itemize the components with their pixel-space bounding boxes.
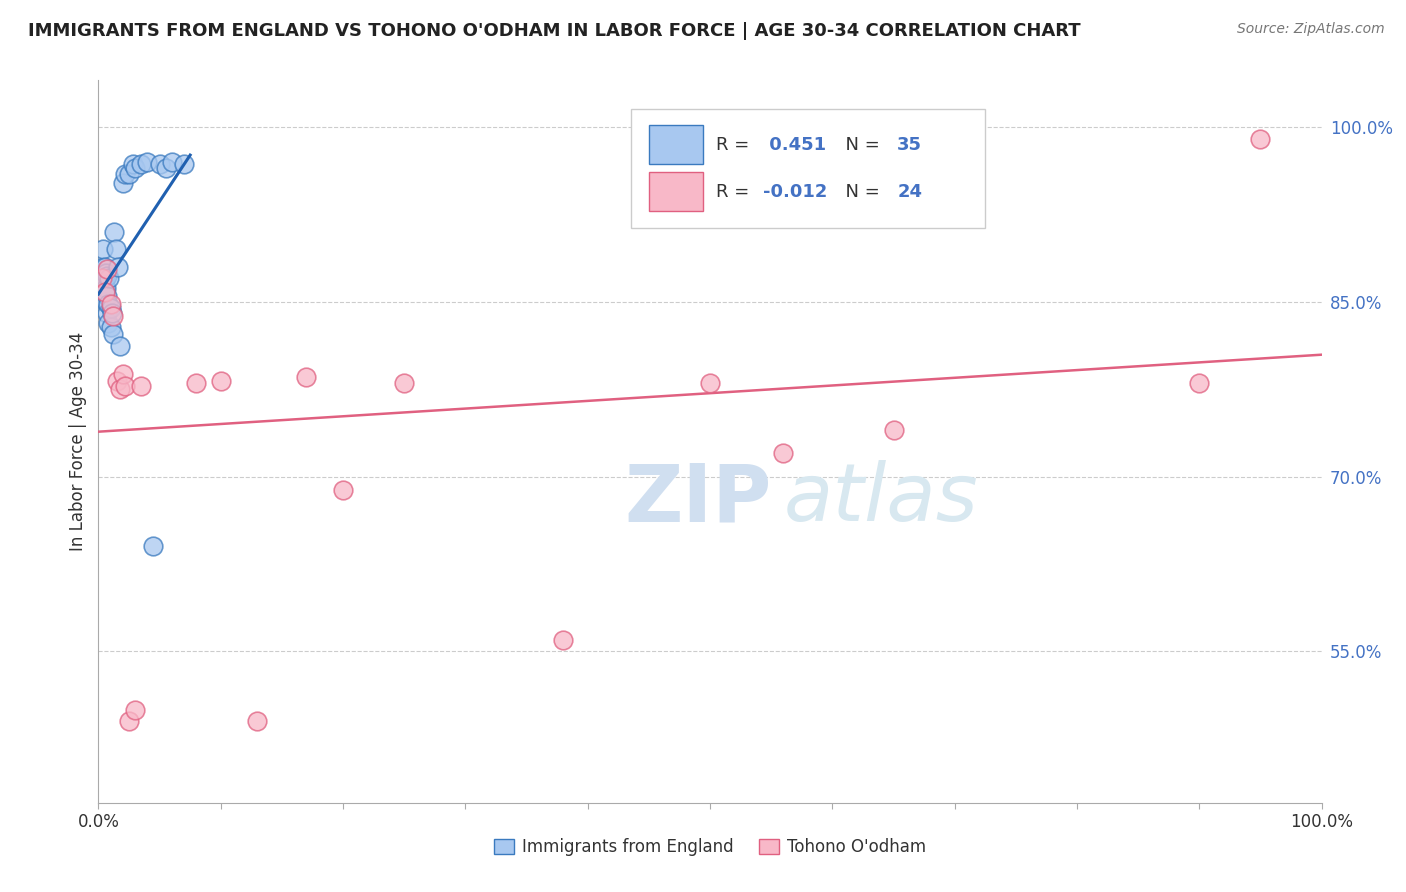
Text: 0.451: 0.451 [762,136,825,153]
Point [186,376,208,391]
Point [129,378,152,392]
Point [94,266,117,280]
Point [209,374,232,388]
Point [96,289,118,303]
Legend: Immigrants from England, Tohono O'odham: Immigrants from England, Tohono O'odham [494,838,927,856]
Point [699,376,721,391]
Point [91,271,114,285]
Text: Source: ZipAtlas.com: Source: ZipAtlas.com [1237,22,1385,37]
Text: ZIP: ZIP [624,460,772,539]
Point [142,540,165,554]
Point [110,339,132,353]
Point [121,157,143,171]
Point [114,167,136,181]
Text: N =: N = [834,136,884,153]
Text: atlas: atlas [783,460,979,539]
Point [94,294,117,309]
Point [97,316,120,330]
Point [118,167,141,181]
Point [124,161,146,175]
FancyBboxPatch shape [648,172,703,211]
Point [101,309,124,323]
Point [93,271,115,285]
Point [101,306,124,320]
Point [1249,131,1271,145]
Point [173,157,195,171]
FancyBboxPatch shape [630,109,986,228]
Text: -0.012: -0.012 [762,183,827,201]
Point [392,376,416,391]
Text: IMMIGRANTS FROM ENGLAND VS TOHONO O'ODHAM IN LABOR FORCE | AGE 30-34 CORRELATION: IMMIGRANTS FROM ENGLAND VS TOHONO O'ODHA… [28,22,1081,40]
Text: 24: 24 [897,183,922,201]
Point [93,260,115,274]
Point [111,176,134,190]
Point [100,301,122,315]
Point [124,702,146,716]
Text: N =: N = [834,183,884,201]
Point [93,285,115,300]
Point [118,714,141,729]
Point [246,714,269,729]
Point [91,242,114,256]
Point [97,297,120,311]
Point [160,154,183,169]
Point [136,154,159,169]
Point [100,320,122,334]
Text: R =: R = [716,136,755,153]
Point [129,157,152,171]
Point [93,283,115,297]
Point [883,423,905,437]
Point [98,271,121,285]
Point [155,161,177,175]
Point [105,374,128,388]
Point [114,378,136,392]
Point [96,262,118,277]
Point [332,483,354,498]
Point [553,632,575,647]
FancyBboxPatch shape [648,125,703,164]
Text: R =: R = [716,183,755,201]
Point [101,327,124,342]
Point [110,382,132,396]
Point [1188,376,1211,391]
Point [96,268,118,283]
Point [91,266,114,280]
Point [149,157,172,171]
Point [772,446,794,460]
Text: 35: 35 [897,136,922,153]
Point [111,367,134,381]
Point [295,370,318,384]
Point [104,242,127,256]
Point [91,260,114,274]
Point [94,281,117,295]
Y-axis label: In Labor Force | Age 30-34: In Labor Force | Age 30-34 [69,332,87,551]
Point [107,260,129,274]
Point [100,297,122,311]
Point [103,225,125,239]
Point [96,306,118,320]
